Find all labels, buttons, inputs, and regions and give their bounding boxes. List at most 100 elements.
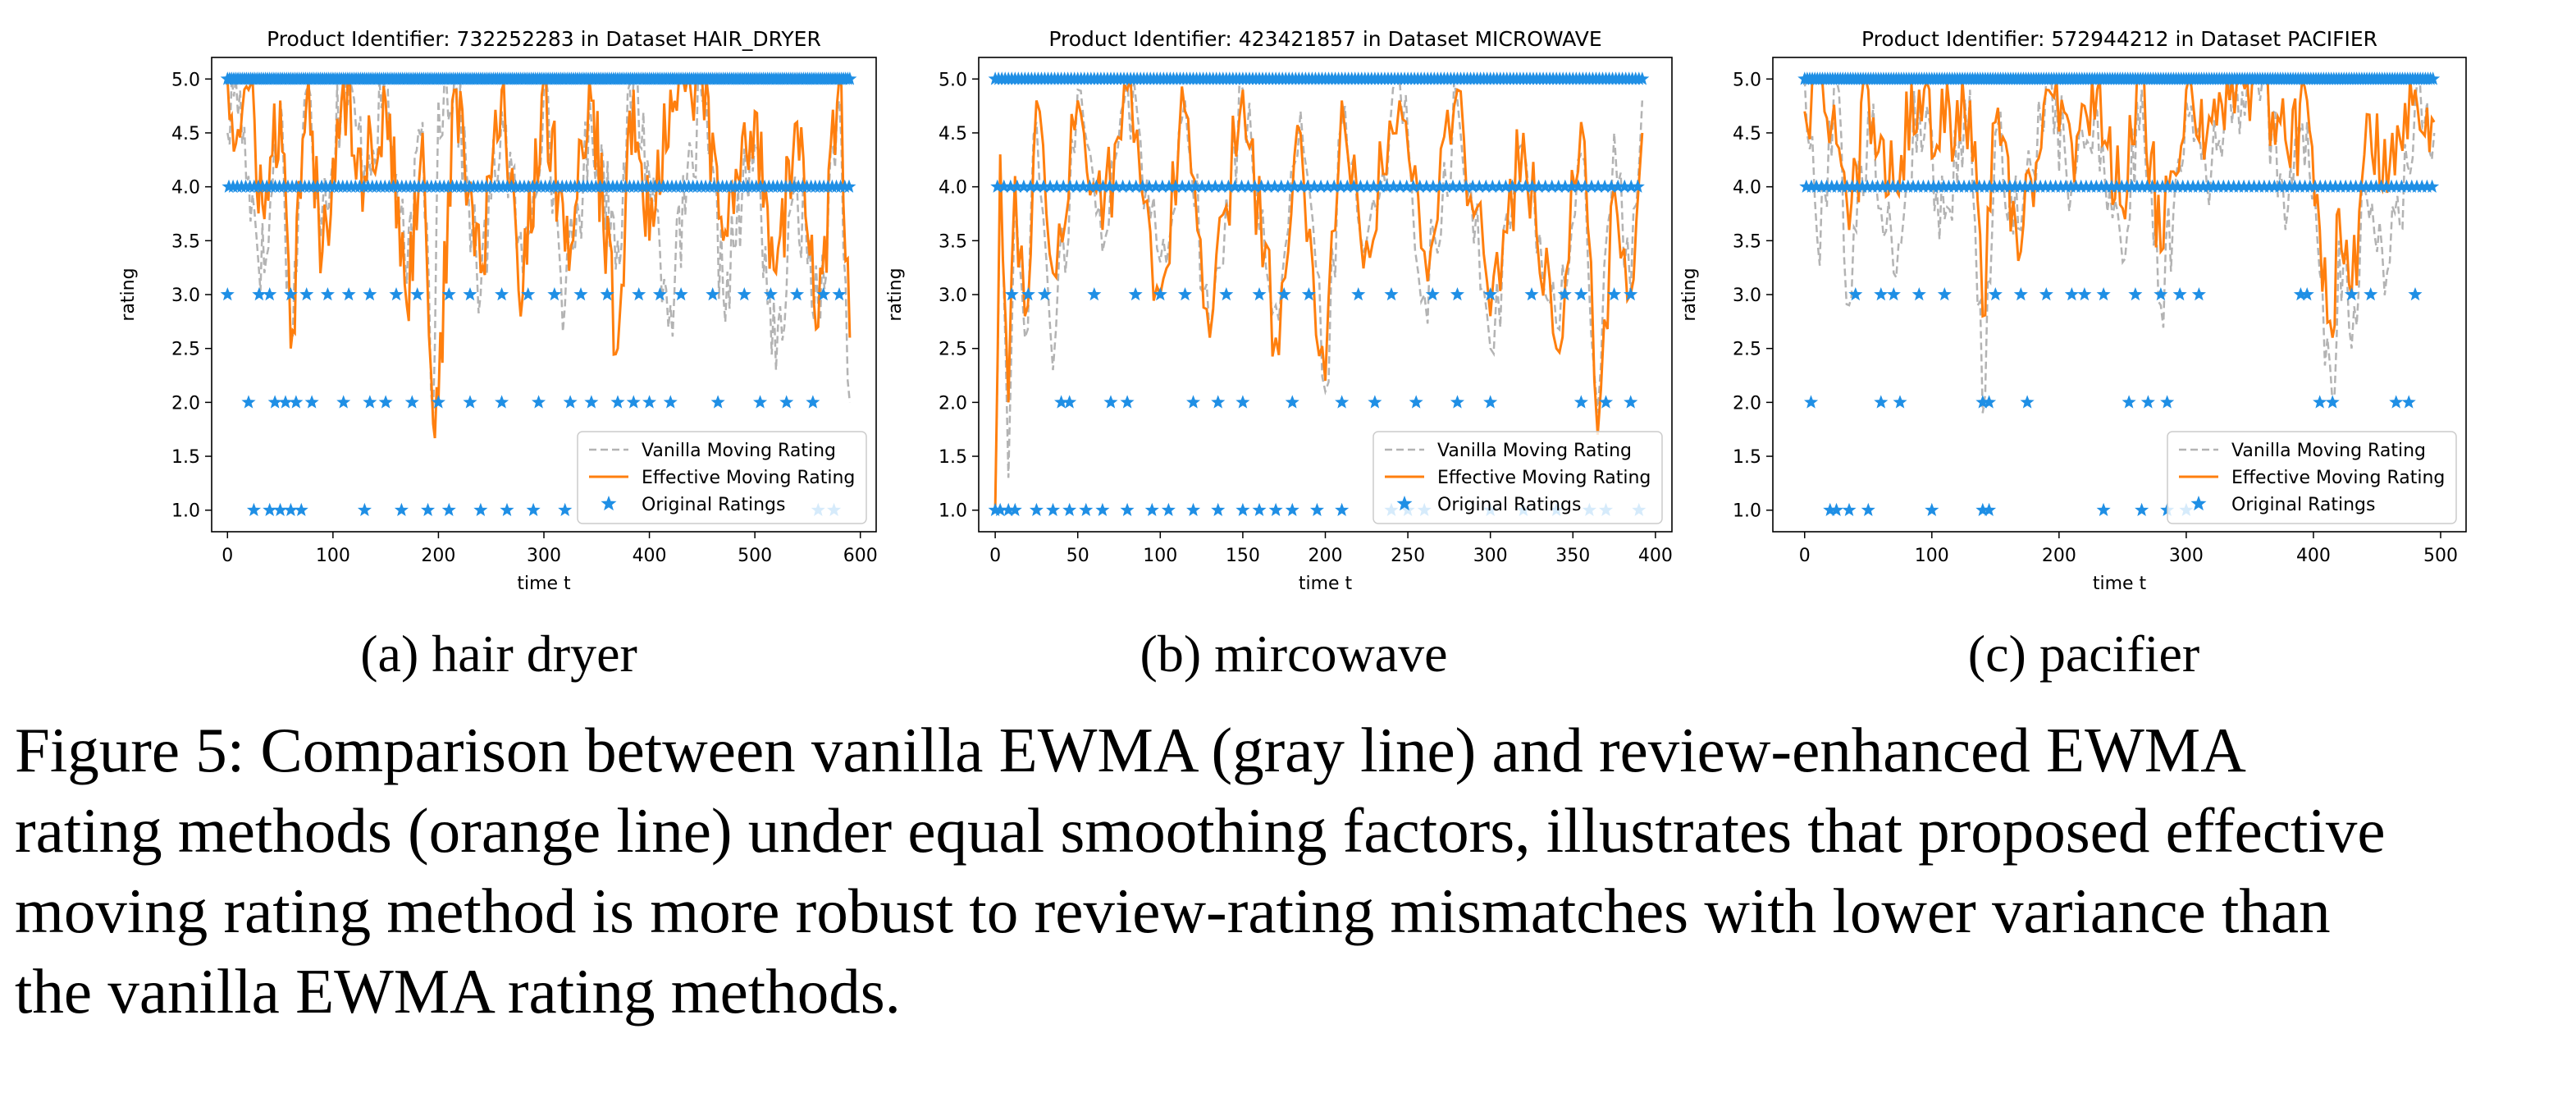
original-rating-star [642, 395, 657, 409]
original-rating-star [2038, 179, 2053, 193]
y-tick-label: 5.0 [1733, 70, 1761, 90]
original-rating-star [1351, 287, 1366, 301]
original-rating-star [1842, 502, 1857, 516]
original-rating-star [2074, 179, 2089, 193]
original-rating-star [1413, 179, 1427, 193]
y-tick-label: 1.0 [171, 501, 200, 522]
x-tick-label: 200 [421, 546, 455, 566]
original-rating-star [1525, 179, 1540, 193]
original-rating-star [1885, 179, 1900, 193]
y-tick-label: 1.0 [1733, 501, 1761, 522]
original-rating-star [1079, 502, 1094, 516]
original-rating-star [378, 395, 393, 409]
x-tick-label: 350 [1555, 546, 1590, 566]
original-rating-star [1465, 179, 1480, 193]
x-axis-label: time t [517, 574, 571, 594]
original-rating-star [363, 395, 377, 409]
original-rating-star [1208, 179, 1222, 193]
legend-label: Effective Moving Rating [1437, 468, 1651, 488]
original-rating-star [1274, 179, 1289, 193]
original-rating-star [263, 502, 277, 516]
x-tick-label: 500 [2423, 546, 2458, 566]
original-rating-star [473, 502, 488, 516]
original-rating-star [1814, 179, 1829, 193]
original-rating-star [1144, 502, 1159, 516]
original-rating-star [1161, 502, 1176, 516]
original-rating-star [1062, 179, 1077, 193]
original-rating-star [1886, 287, 1901, 301]
original-rating-star [404, 395, 419, 409]
original-rating-star [1234, 179, 1249, 193]
original-rating-star [1597, 179, 1612, 193]
original-rating-star [1007, 502, 1022, 516]
original-rating-star [1153, 287, 1167, 301]
original-rating-star [1116, 179, 1130, 193]
original-rating-star [2191, 287, 2206, 301]
original-rating-star [710, 395, 725, 409]
original-rating-star [2325, 395, 2340, 409]
x-tick-label: 400 [1638, 546, 1673, 566]
original-rating-star [283, 502, 298, 516]
original-rating-star [1214, 179, 1229, 193]
original-rating-star [1186, 502, 1201, 516]
original-rating-star [1261, 179, 1276, 193]
original-rating-star [1135, 179, 1150, 193]
original-rating-star [2135, 502, 2149, 516]
original-rating-star [1804, 179, 1819, 193]
original-rating-star [1450, 287, 1464, 301]
original-rating-star [1155, 179, 1170, 193]
original-rating-star [389, 287, 404, 301]
original-rating-star [2389, 395, 2404, 409]
original-rating-star [1511, 179, 1527, 193]
y-tick-label: 3.5 [171, 231, 200, 252]
plot-area [220, 71, 857, 516]
original-rating-star [2364, 179, 2378, 193]
legend-label: Effective Moving Rating [2231, 468, 2445, 488]
original-rating-star [2122, 395, 2136, 409]
original-rating-star [2344, 287, 2359, 301]
y-tick-label: 4.5 [1733, 124, 1761, 144]
original-rating-star [289, 395, 304, 409]
original-rating-star [2359, 179, 2373, 193]
original-rating-star [1162, 179, 1176, 193]
original-rating-star [610, 395, 625, 409]
original-rating-star [1307, 179, 1322, 193]
original-rating-star [2323, 179, 2338, 193]
legend-original-swatch [2190, 496, 2207, 511]
y-tick-label: 4.5 [939, 124, 967, 144]
original-rating-star [1211, 395, 1226, 409]
original-rating-star [832, 287, 847, 301]
chart-microwave: Product Identifier: 423421857 in Dataset… [885, 27, 1673, 594]
original-rating-star [1128, 287, 1143, 301]
y-tick-label: 1.0 [939, 501, 967, 522]
original-rating-star [1287, 179, 1302, 193]
original-rating-star [790, 287, 805, 301]
original-rating-star [1578, 179, 1592, 193]
original-rating-star [2293, 287, 2308, 301]
original-rating-star [1624, 395, 1638, 409]
original-rating-star [2165, 179, 2180, 193]
original-rating-star [1010, 179, 1025, 193]
vanilla-moving-rating-line [226, 76, 852, 414]
original-rating-star [2096, 287, 2111, 301]
plot-area [1797, 71, 2441, 516]
original-rating-star [1227, 179, 1242, 193]
original-rating-star [1359, 179, 1374, 193]
legend-label: Vanilla Moving Rating [1437, 441, 1632, 461]
original-rating-star [1062, 502, 1077, 516]
original-rating-star [1095, 502, 1110, 516]
original-rating-star [573, 287, 588, 301]
original-rating-star [1834, 179, 1849, 193]
legend-original-swatch [601, 496, 617, 511]
original-rating-star [1450, 395, 1464, 409]
legend-label: Vanilla Moving Rating [2231, 441, 2426, 461]
original-rating-star [1320, 179, 1335, 193]
original-rating-star [2313, 395, 2327, 409]
original-rating-star [1573, 287, 1588, 301]
subcaption-a: (a) hair dryer [360, 624, 637, 683]
original-rating-star [441, 287, 456, 301]
original-rating-star [1557, 287, 1572, 301]
original-rating-star [1186, 395, 1201, 409]
original-rating-star [706, 287, 720, 301]
original-rating-star [1624, 287, 1638, 301]
